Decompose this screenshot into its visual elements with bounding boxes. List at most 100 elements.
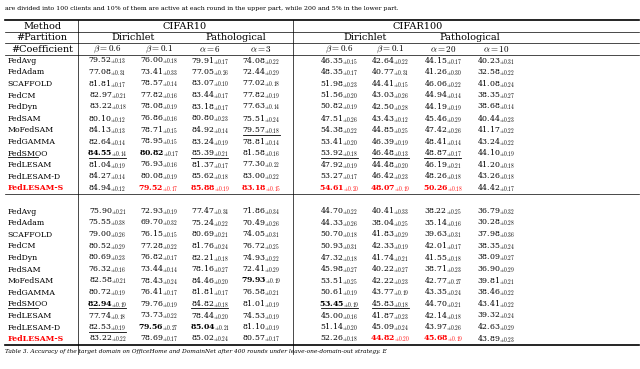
- Text: FedSMOO: FedSMOO: [8, 300, 48, 308]
- Text: 72.41$_{\pm0.29}$: 72.41$_{\pm0.29}$: [242, 264, 280, 275]
- Text: 80.57$_{\pm0.17}$: 80.57$_{\pm0.17}$: [242, 334, 280, 344]
- Text: 79.00$_{\pm0.26}$: 79.00$_{\pm0.26}$: [88, 230, 127, 240]
- Text: FedAvg: FedAvg: [8, 57, 37, 65]
- Text: 43.97$_{\pm0.26}$: 43.97$_{\pm0.26}$: [424, 322, 462, 333]
- Text: 81.04$_{\pm0.19}$: 81.04$_{\pm0.19}$: [88, 159, 127, 171]
- Text: 51.56$_{\pm0.20}$: 51.56$_{\pm0.20}$: [320, 90, 358, 101]
- Text: 76.00$_{\pm0.18}$: 76.00$_{\pm0.18}$: [140, 56, 178, 66]
- Text: 77.08$_{\pm0.31}$: 77.08$_{\pm0.31}$: [88, 67, 127, 77]
- Text: 44.94$_{\pm0.14}$: 44.94$_{\pm0.14}$: [424, 90, 462, 101]
- Text: 80.82$_{\pm0.17}$: 80.82$_{\pm0.17}$: [139, 148, 179, 159]
- Text: 38.35$_{\pm0.27}$: 38.35$_{\pm0.27}$: [477, 90, 515, 101]
- Text: 77.74$_{\pm0.18}$: 77.74$_{\pm0.18}$: [88, 310, 127, 322]
- Text: 44.41$_{\pm0.15}$: 44.41$_{\pm0.15}$: [371, 78, 410, 90]
- Text: FedAvg: FedAvg: [8, 208, 37, 215]
- Text: FedLESAM-D: FedLESAM-D: [8, 324, 61, 332]
- Text: FedDyn: FedDyn: [8, 103, 38, 111]
- Text: 42.63$_{\pm0.29}$: 42.63$_{\pm0.29}$: [477, 322, 515, 333]
- Text: 42.77$_{\pm0.27}$: 42.77$_{\pm0.27}$: [424, 276, 462, 287]
- Text: 81.76$_{\pm0.24}$: 81.76$_{\pm0.24}$: [191, 241, 229, 252]
- Text: 46.35$_{\pm0.15}$: 46.35$_{\pm0.15}$: [320, 55, 358, 66]
- Text: 81.10$_{\pm0.19}$: 81.10$_{\pm0.19}$: [242, 322, 280, 333]
- Text: FedCM: FedCM: [8, 242, 36, 251]
- Text: FedGAMMA: FedGAMMA: [8, 138, 56, 146]
- Text: 42.33$_{\pm0.19}$: 42.33$_{\pm0.19}$: [371, 241, 410, 252]
- Text: 45.46$_{\pm0.29}$: 45.46$_{\pm0.29}$: [424, 113, 462, 124]
- Text: 84.13$_{\pm0.13}$: 84.13$_{\pm0.13}$: [88, 125, 127, 136]
- Text: 38.04$_{\pm0.25}$: 38.04$_{\pm0.25}$: [371, 218, 410, 229]
- Text: 81.37$_{\pm0.17}$: 81.37$_{\pm0.17}$: [191, 159, 229, 171]
- Text: 41.83$_{\pm0.29}$: 41.83$_{\pm0.29}$: [371, 229, 410, 241]
- Text: Table 3. Accuracy of the target domain on OfficeHome and DomainNet after 400 rou: Table 3. Accuracy of the target domain o…: [5, 349, 387, 354]
- Text: 69.70$_{\pm0.32}$: 69.70$_{\pm0.32}$: [140, 218, 178, 228]
- Text: SCAFFOLD: SCAFFOLD: [8, 231, 53, 239]
- Text: 73.73$_{\pm0.22}$: 73.73$_{\pm0.22}$: [140, 311, 178, 321]
- Text: 75.90$_{\pm0.21}$: 75.90$_{\pm0.21}$: [88, 207, 127, 217]
- Text: 43.35$_{\pm0.24}$: 43.35$_{\pm0.24}$: [424, 287, 462, 299]
- Text: 76.58$_{\pm0.21}$: 76.58$_{\pm0.21}$: [242, 287, 280, 298]
- Text: 38.35$_{\pm0.24}$: 38.35$_{\pm0.24}$: [477, 241, 515, 252]
- Text: 43.77$_{\pm0.19}$: 43.77$_{\pm0.19}$: [371, 287, 410, 299]
- Text: 47.51$_{\pm0.26}$: 47.51$_{\pm0.26}$: [320, 113, 358, 124]
- Text: 51.98$_{\pm0.23}$: 51.98$_{\pm0.23}$: [320, 78, 358, 90]
- Text: 50.70$_{\pm0.18}$: 50.70$_{\pm0.18}$: [320, 230, 358, 240]
- Text: 39.63$_{\pm0.31}$: 39.63$_{\pm0.31}$: [424, 230, 462, 240]
- Text: 81.81$_{\pm0.17}$: 81.81$_{\pm0.17}$: [191, 287, 229, 299]
- Text: 76.93$_{\pm0.16}$: 76.93$_{\pm0.16}$: [140, 160, 178, 170]
- Text: 74.05$_{\pm0.31}$: 74.05$_{\pm0.31}$: [242, 229, 280, 241]
- Text: 75.24$_{\pm0.22}$: 75.24$_{\pm0.22}$: [191, 218, 229, 229]
- Text: 80.80$_{\pm0.23}$: 80.80$_{\pm0.23}$: [191, 114, 229, 124]
- Text: 45.98$_{\pm0.27}$: 45.98$_{\pm0.27}$: [320, 264, 358, 275]
- Text: 85.39$_{\pm0.21}$: 85.39$_{\pm0.21}$: [191, 148, 229, 159]
- Text: 84.55$_{\pm0.14}$: 84.55$_{\pm0.14}$: [87, 148, 128, 159]
- Text: 83.24$_{\pm0.19}$: 83.24$_{\pm0.19}$: [191, 137, 229, 148]
- Text: 44.82$_{\pm0.20}$: 44.82$_{\pm0.20}$: [371, 334, 410, 344]
- Text: 83.07$_{\pm0.10}$: 83.07$_{\pm0.10}$: [191, 79, 229, 89]
- Text: 50.82$_{\pm0.19}$: 50.82$_{\pm0.19}$: [320, 102, 358, 113]
- Text: #Partition: #Partition: [17, 33, 68, 42]
- Text: 80.69$_{\pm0.23}$: 80.69$_{\pm0.23}$: [88, 253, 127, 263]
- Text: 76.72$_{\pm0.25}$: 76.72$_{\pm0.25}$: [242, 241, 280, 252]
- Text: 78.71$_{\pm0.15}$: 78.71$_{\pm0.15}$: [140, 125, 178, 136]
- Text: #Coefficient: #Coefficient: [12, 45, 73, 54]
- Text: 80.08$_{\pm0.19}$: 80.08$_{\pm0.19}$: [140, 172, 178, 182]
- Text: 80.10$_{\pm0.12}$: 80.10$_{\pm0.12}$: [88, 113, 127, 124]
- Text: $\beta=0.1$: $\beta=0.1$: [145, 44, 173, 55]
- Text: $\beta=0.6$: $\beta=0.6$: [93, 44, 122, 55]
- Text: 85.62$_{\pm0.18}$: 85.62$_{\pm0.18}$: [191, 172, 229, 182]
- Text: 81.58$_{\pm0.16}$: 81.58$_{\pm0.16}$: [242, 148, 280, 159]
- Text: 48.35$_{\pm0.17}$: 48.35$_{\pm0.17}$: [320, 67, 358, 78]
- Text: 42.22$_{\pm0.23}$: 42.22$_{\pm0.23}$: [371, 276, 410, 287]
- Text: 78.69$_{\pm0.17}$: 78.69$_{\pm0.17}$: [140, 334, 178, 344]
- Text: 77.63$_{\pm0.14}$: 77.63$_{\pm0.14}$: [242, 102, 280, 113]
- Text: 53.45$_{\pm0.19}$: 53.45$_{\pm0.19}$: [319, 299, 359, 310]
- Text: 48.07$_{\pm0.19}$: 48.07$_{\pm0.19}$: [371, 183, 410, 194]
- Text: 47.92$_{\pm0.19}$: 47.92$_{\pm0.19}$: [320, 159, 358, 171]
- Text: 81.81$_{\pm0.17}$: 81.81$_{\pm0.17}$: [88, 78, 127, 90]
- Text: FedSAM: FedSAM: [8, 266, 42, 273]
- Text: are divided into 100 clients and 10% of them are active at each round in the upp: are divided into 100 clients and 10% of …: [5, 6, 399, 11]
- Text: 44.42$_{\pm0.17}$: 44.42$_{\pm0.17}$: [477, 183, 515, 194]
- Text: 77.82$_{\pm0.19}$: 77.82$_{\pm0.19}$: [242, 90, 280, 101]
- Text: Pathological: Pathological: [205, 33, 266, 42]
- Text: 83.22$_{\pm0.22}$: 83.22$_{\pm0.22}$: [88, 334, 127, 344]
- Text: 40.23$_{\pm0.31}$: 40.23$_{\pm0.31}$: [477, 55, 515, 66]
- Text: 44.10$_{\pm0.19}$: 44.10$_{\pm0.19}$: [477, 148, 515, 159]
- Text: 53.51$_{\pm0.25}$: 53.51$_{\pm0.25}$: [320, 276, 358, 287]
- Text: 82.53$_{\pm0.19}$: 82.53$_{\pm0.19}$: [88, 323, 127, 333]
- Text: 42.50$_{\pm0.28}$: 42.50$_{\pm0.28}$: [371, 101, 410, 113]
- Text: 38.46$_{\pm0.22}$: 38.46$_{\pm0.22}$: [477, 287, 515, 299]
- Text: FedLESAM-S: FedLESAM-S: [8, 184, 64, 192]
- Text: 79.52$_{\pm0.17}$: 79.52$_{\pm0.17}$: [138, 183, 179, 194]
- Text: 46.48$_{\pm0.13}$: 46.48$_{\pm0.13}$: [371, 148, 410, 159]
- Text: 43.89$_{\pm0.23}$: 43.89$_{\pm0.23}$: [477, 334, 515, 345]
- Text: 73.41$_{\pm0.33}$: 73.41$_{\pm0.33}$: [140, 67, 178, 78]
- Text: 79.93$_{\pm0.19}$: 79.93$_{\pm0.19}$: [241, 276, 281, 286]
- Text: 35.14$_{\pm0.16}$: 35.14$_{\pm0.16}$: [424, 218, 462, 229]
- Text: 53.27$_{\pm0.17}$: 53.27$_{\pm0.17}$: [320, 172, 358, 182]
- Text: 53.92$_{\pm0.18}$: 53.92$_{\pm0.18}$: [320, 148, 358, 159]
- Text: 50.93$_{\pm0.31}$: 50.93$_{\pm0.31}$: [320, 241, 358, 252]
- Text: FedDyn: FedDyn: [8, 254, 38, 262]
- Text: 46.39$_{\pm0.19}$: 46.39$_{\pm0.19}$: [371, 137, 410, 148]
- Text: MoFedSAM: MoFedSAM: [8, 127, 54, 134]
